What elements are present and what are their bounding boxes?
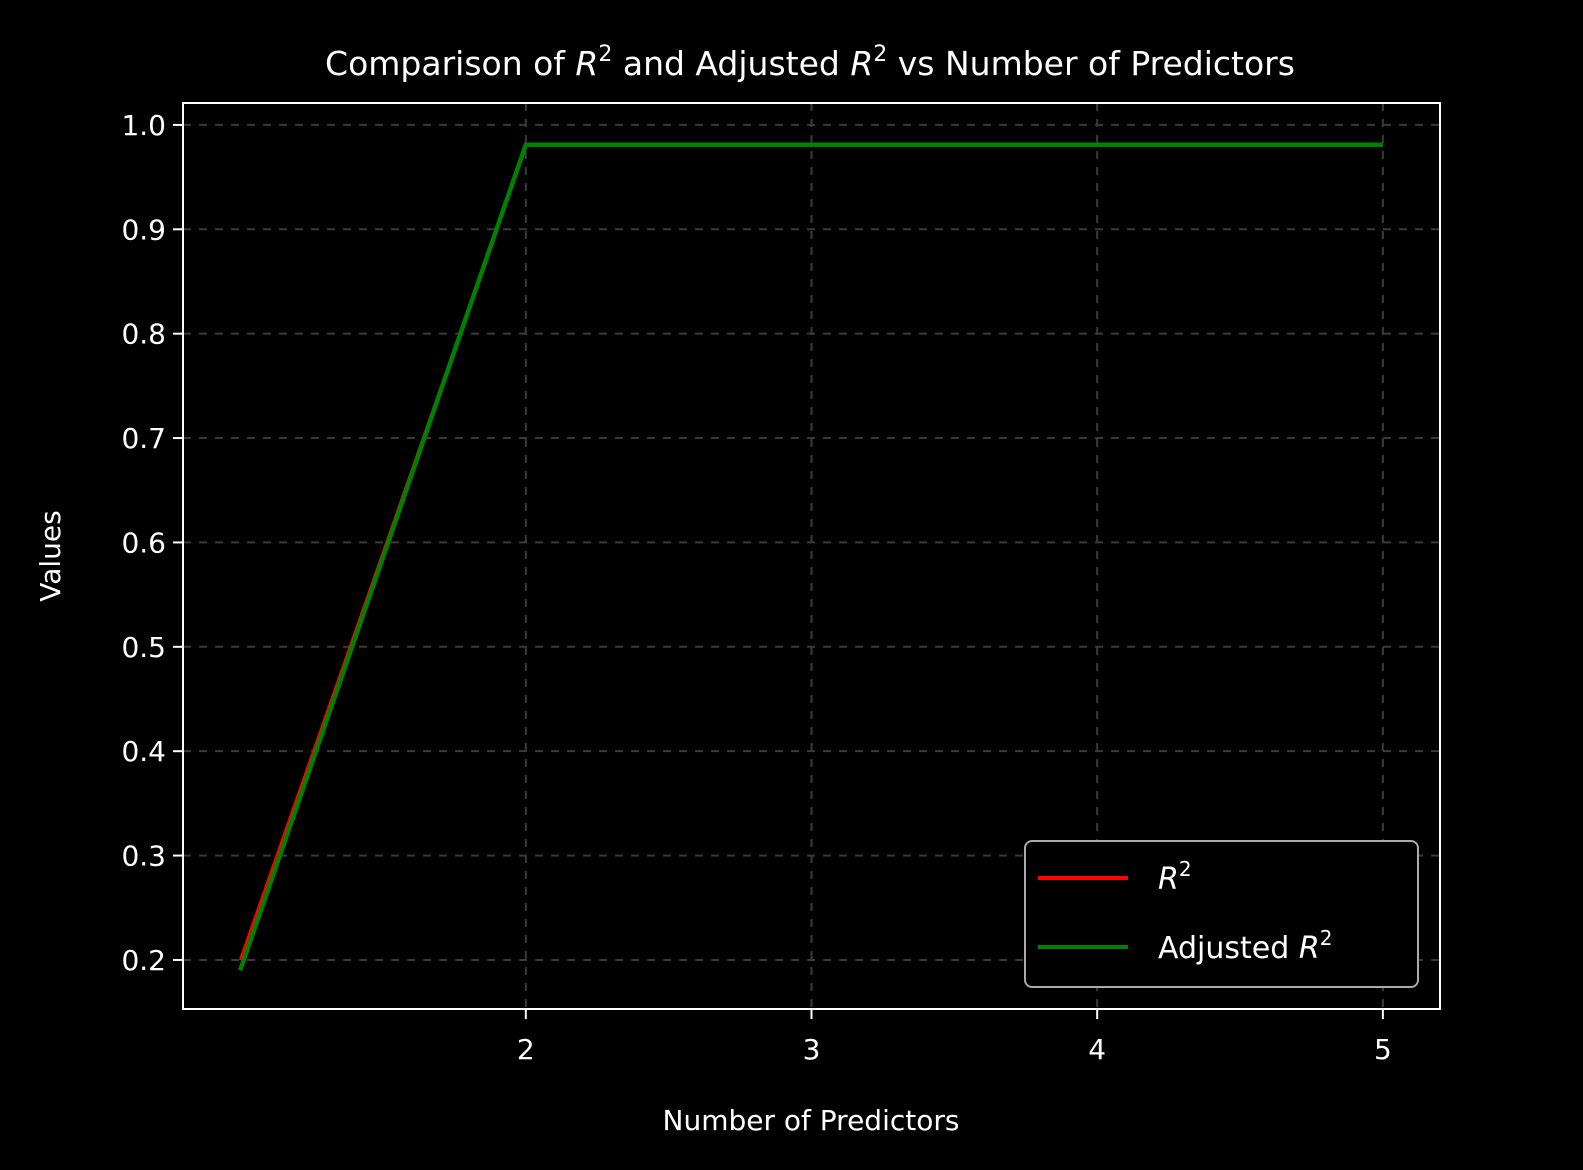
x-tick-label: 2 xyxy=(517,1033,535,1066)
y-tick-label: 0.4 xyxy=(121,735,166,768)
title-sup2: 2 xyxy=(873,42,887,67)
y-tick-label: 1.0 xyxy=(121,109,166,142)
legend: R2 Adjusted R2 xyxy=(1024,840,1419,988)
series-lines xyxy=(238,142,1383,972)
x-tick-label: 4 xyxy=(1088,1033,1106,1066)
x-tick-label: 3 xyxy=(803,1033,821,1066)
y-tick-label: 0.6 xyxy=(121,526,166,559)
y-axis-label: Values xyxy=(34,510,67,601)
y-tick-label: 0.7 xyxy=(121,422,166,455)
x-axis-label: Number of Predictors xyxy=(663,1104,960,1137)
title-r2: R xyxy=(850,44,873,83)
series-line-1 xyxy=(238,142,1383,972)
ticks: 0.2 0.3 0.4 0.5 0.6 0.7 0.8 0.9 1.0 2 3 4 5 xyxy=(121,109,1391,1066)
y-tick-label: 0.5 xyxy=(121,631,166,664)
title-sup1: 2 xyxy=(598,42,612,67)
y-tick-label: 0.9 xyxy=(121,213,166,246)
title-prefix: Comparison of xyxy=(325,44,575,83)
legend-label-r2: R2 xyxy=(1158,857,1192,897)
chart-title: Comparison of R2 and Adjusted R2 vs Numb… xyxy=(325,42,1295,83)
title-middle: and Adjusted xyxy=(612,44,850,83)
y-tick-label: 0.2 xyxy=(121,944,166,977)
title-suffix: vs Number of Predictors xyxy=(887,44,1295,83)
y-tick-label: 0.8 xyxy=(121,318,166,351)
y-tick-label: 0.3 xyxy=(121,840,166,873)
legend-label-adjusted-r2: Adjusted R2 xyxy=(1158,926,1332,966)
x-tick-label: 5 xyxy=(1374,1033,1392,1066)
title-r1: R xyxy=(575,44,598,83)
